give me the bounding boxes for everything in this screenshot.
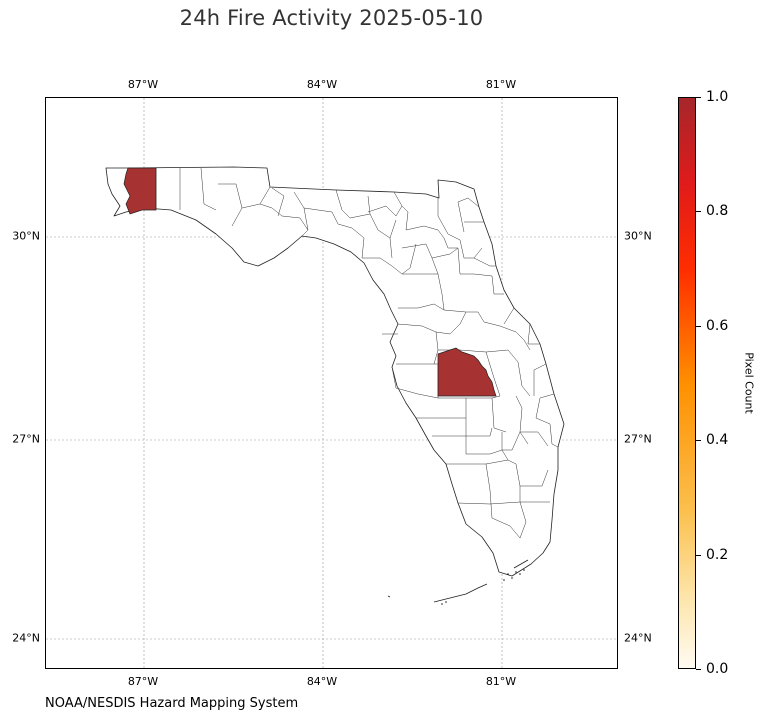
map-title: 24h Fire Activity 2025-05-10	[179, 6, 484, 30]
colorbar-label-3: 0.6	[706, 318, 729, 334]
colorbar-tick-2	[696, 440, 701, 441]
lat-tick-right-30: 30°N	[624, 229, 652, 243]
colorbar-tick-1	[696, 555, 701, 556]
florida-keys	[387, 559, 529, 603]
colorbar-tick-4	[696, 211, 701, 212]
lon-tick-top-84: 84°W	[306, 78, 338, 91]
map-frame[interactable]	[45, 97, 618, 669]
colorbar-title: Pixel Count	[742, 352, 756, 414]
lat-tick-right-24: 24°N	[624, 631, 652, 645]
lat-tick-left-24: 24°N	[12, 631, 40, 645]
lon-tick-bottom-87: 87°W	[127, 675, 159, 688]
colorbar-label-4: 0.8	[706, 203, 729, 219]
colorbar-label-5: 1.0	[706, 89, 729, 105]
source-credit: NOAA/NESDIS Hazard Mapping System	[45, 696, 299, 711]
county-escambia-fire[interactable]	[123, 167, 157, 215]
county-boundaries	[155, 167, 559, 539]
colorbar-label-2: 0.4	[706, 432, 729, 448]
florida-state-outline	[105, 166, 565, 577]
colorbar-tick-0	[696, 669, 701, 670]
lon-tick-top-87: 87°W	[127, 78, 159, 91]
lon-tick-bottom-81: 81°W	[485, 675, 517, 688]
lon-tick-bottom-84: 84°W	[306, 675, 338, 688]
colorbar-label-0: 0.0	[706, 661, 729, 677]
florida-map	[46, 98, 617, 668]
island-dots	[441, 569, 525, 605]
lat-tick-left-27: 27°N	[12, 432, 40, 446]
lat-tick-right-27: 27°N	[624, 432, 652, 446]
colorbar-tick-3	[696, 326, 701, 327]
colorbar-tick-5	[696, 97, 701, 98]
county-osceola-fire[interactable]	[437, 347, 497, 397]
colorbar-label-1: 0.2	[706, 547, 729, 563]
lon-tick-top-81: 81°W	[485, 78, 517, 91]
colorbar	[678, 97, 696, 669]
lat-tick-left-30: 30°N	[12, 229, 40, 243]
